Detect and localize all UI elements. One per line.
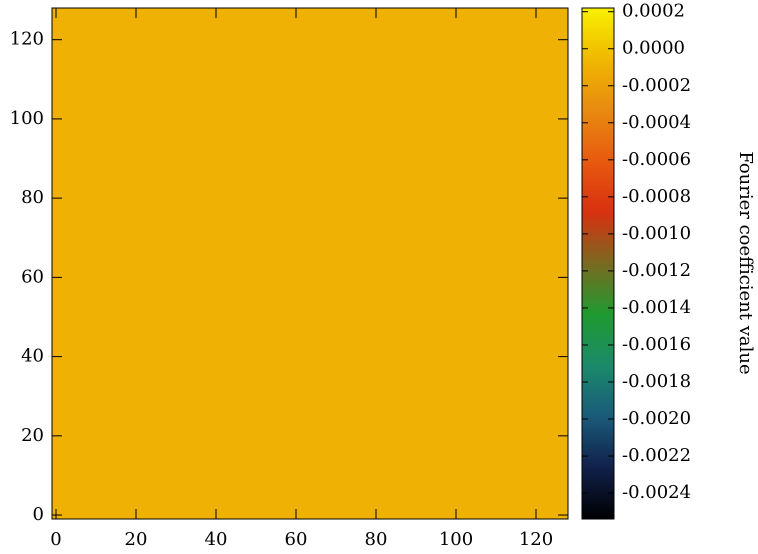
y-tick-label: 40 xyxy=(21,346,44,367)
x-tick-label: 60 xyxy=(285,529,308,550)
y-tick-label: 100 xyxy=(10,108,44,129)
y-tick-label: 60 xyxy=(21,266,44,287)
x-tick-label: 80 xyxy=(365,529,388,550)
colorbar-tick-label: -0.0004 xyxy=(622,112,691,133)
colorbar-tick-label: 0.0000 xyxy=(622,38,685,59)
colorbar xyxy=(581,7,615,520)
colorbar-tick-label: -0.0002 xyxy=(622,75,691,96)
colorbar-tick-label: 0.0002 xyxy=(622,1,685,22)
x-tick-label: 40 xyxy=(205,529,228,550)
colorbar-tick-label: -0.0006 xyxy=(622,149,691,170)
y-tick-label: 80 xyxy=(21,187,44,208)
plot-background xyxy=(52,8,568,519)
y-tick-label: 0 xyxy=(33,504,44,525)
x-tick-label: 20 xyxy=(125,529,148,550)
colorbar-tick-label: -0.0014 xyxy=(622,297,691,318)
colorbar-tick-label: -0.0008 xyxy=(622,186,691,207)
y-tick-label: 120 xyxy=(10,29,44,50)
colorbar-tick-label: -0.0010 xyxy=(622,223,691,244)
colorbar-tick-label: -0.0016 xyxy=(622,334,691,355)
x-tick-label: 0 xyxy=(50,529,61,550)
x-tick-label: 100 xyxy=(439,529,473,550)
x-tick-label: 120 xyxy=(519,529,553,550)
colorbar-tick-label: -0.0020 xyxy=(622,408,691,429)
colorbar-tick-label: -0.0024 xyxy=(622,482,691,503)
colorbar-tick-label: -0.0012 xyxy=(622,260,691,281)
colorbar-tick-label: -0.0018 xyxy=(622,371,691,392)
plot-frame xyxy=(51,7,569,520)
y-tick-label: 20 xyxy=(21,425,44,446)
colorbar-tick-label: -0.0022 xyxy=(622,445,691,466)
colorbar-label: Fourier coefficient value xyxy=(735,151,756,374)
